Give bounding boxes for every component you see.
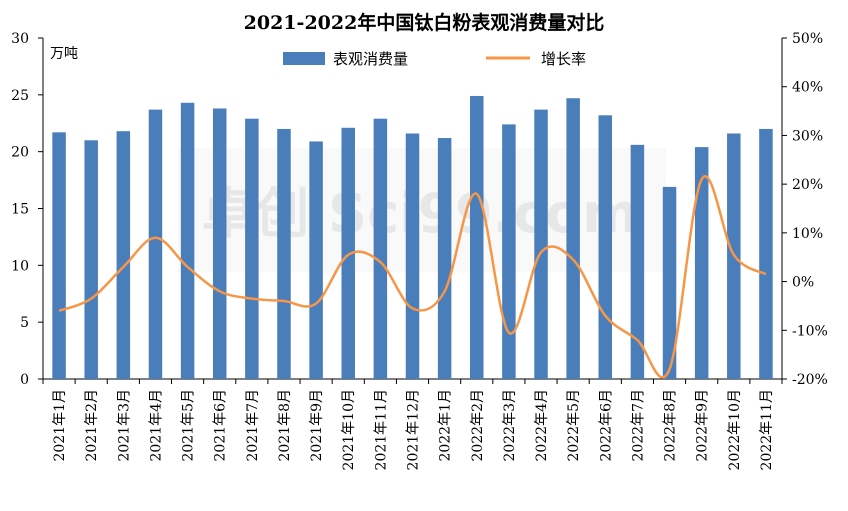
bar — [598, 115, 613, 379]
x-tick-label: 2022年9月 — [695, 389, 711, 462]
y-right-tick-label: 20% — [792, 177, 823, 193]
axes: 0 5 10 15 20 25 30 -20% -10% 0% 10% 20% 30% 40% 50% — [11, 31, 828, 388]
bar — [373, 118, 388, 379]
bar — [662, 186, 677, 379]
bar — [245, 118, 259, 379]
bar — [52, 132, 66, 379]
bar — [470, 95, 484, 379]
x-tick-label: 2021年5月 — [181, 389, 197, 462]
x-tick-label: 2022年1月 — [438, 389, 454, 462]
y-left-tick-label: 5 — [20, 315, 29, 331]
x-tick-label: 2022年4月 — [534, 389, 550, 462]
x-tick-label: 2021年6月 — [213, 389, 229, 462]
x-tick-label: 2022年10月 — [727, 389, 743, 470]
x-axis-labels: 2021年1月 2021年2月 2021年3月 2021年4月 2021年5月 2021年… — [52, 389, 775, 470]
bar — [630, 144, 645, 379]
bar — [84, 140, 98, 379]
bar — [405, 133, 420, 379]
bar — [759, 128, 773, 379]
legend-label-bar: 表观消费量 — [333, 50, 408, 68]
bar — [309, 141, 323, 379]
bar — [180, 102, 195, 379]
x-tick-label: 2022年3月 — [502, 389, 518, 462]
bar — [694, 147, 709, 379]
chart-title: 2021-2022年中国钛白粉表观消费量对比 — [244, 11, 605, 34]
x-tick-label: 2021年4月 — [148, 389, 164, 462]
watermark: 卓创 Sci99.com — [178, 148, 666, 272]
x-tick-label: 2021年10月 — [341, 389, 357, 470]
y-right-tick-label: 30% — [792, 128, 823, 144]
bar — [212, 108, 227, 380]
y-right-tick-label: 0% — [792, 275, 814, 291]
y-right-tick-label: -10% — [792, 323, 828, 339]
bar — [148, 109, 163, 380]
y-left-unit: 万吨 — [50, 46, 78, 62]
x-tick-label: 2021年8月 — [277, 389, 293, 462]
x-tick-label: 2021年3月 — [116, 389, 132, 462]
x-tick-label: 2021年7月 — [245, 389, 261, 462]
x-tick-label: 2021年9月 — [309, 389, 325, 462]
x-tick-label: 2022年6月 — [598, 389, 614, 462]
x-tick-label: 2022年2月 — [470, 389, 486, 462]
bar — [566, 98, 580, 379]
y-left-tick-label: 0 — [20, 372, 29, 388]
line-series — [58, 175, 767, 379]
y-right-tick-label: 50% — [792, 31, 823, 47]
bar-series — [52, 95, 773, 380]
bar — [277, 128, 291, 379]
legend-label-line: 增长率 — [541, 50, 586, 68]
x-tick-label: 2022年11月 — [759, 389, 775, 470]
y-right-tick-label: 40% — [792, 80, 823, 96]
y-left-tick-label: 20 — [11, 145, 29, 161]
y-right-tick-label: -20% — [792, 372, 828, 388]
x-tick-label: 2021年12月 — [406, 389, 422, 470]
bar — [534, 109, 548, 380]
x-tick-label: 2021年1月 — [52, 389, 68, 462]
y-right-tick-label: 10% — [792, 226, 823, 242]
bar — [502, 124, 516, 380]
x-tick-label: 2021年11月 — [373, 389, 389, 470]
legend: 表观消费量 增长率 — [283, 50, 586, 68]
x-tick-label: 2022年5月 — [566, 389, 582, 462]
x-tick-label: 2022年7月 — [630, 389, 646, 462]
x-tick-label: 2021年2月 — [84, 389, 100, 462]
bar — [437, 138, 452, 379]
y-left-tick-label: 30 — [11, 31, 29, 47]
bar — [116, 131, 131, 379]
y-left-tick-label: 10 — [11, 258, 29, 274]
x-tick-label: 2022年8月 — [663, 389, 679, 462]
y-left-tick-label: 15 — [11, 202, 29, 218]
watermark-text: 卓创 Sci99.com — [201, 182, 638, 245]
legend-swatch-bar — [283, 52, 325, 65]
y-left-tick-label: 25 — [11, 88, 29, 104]
